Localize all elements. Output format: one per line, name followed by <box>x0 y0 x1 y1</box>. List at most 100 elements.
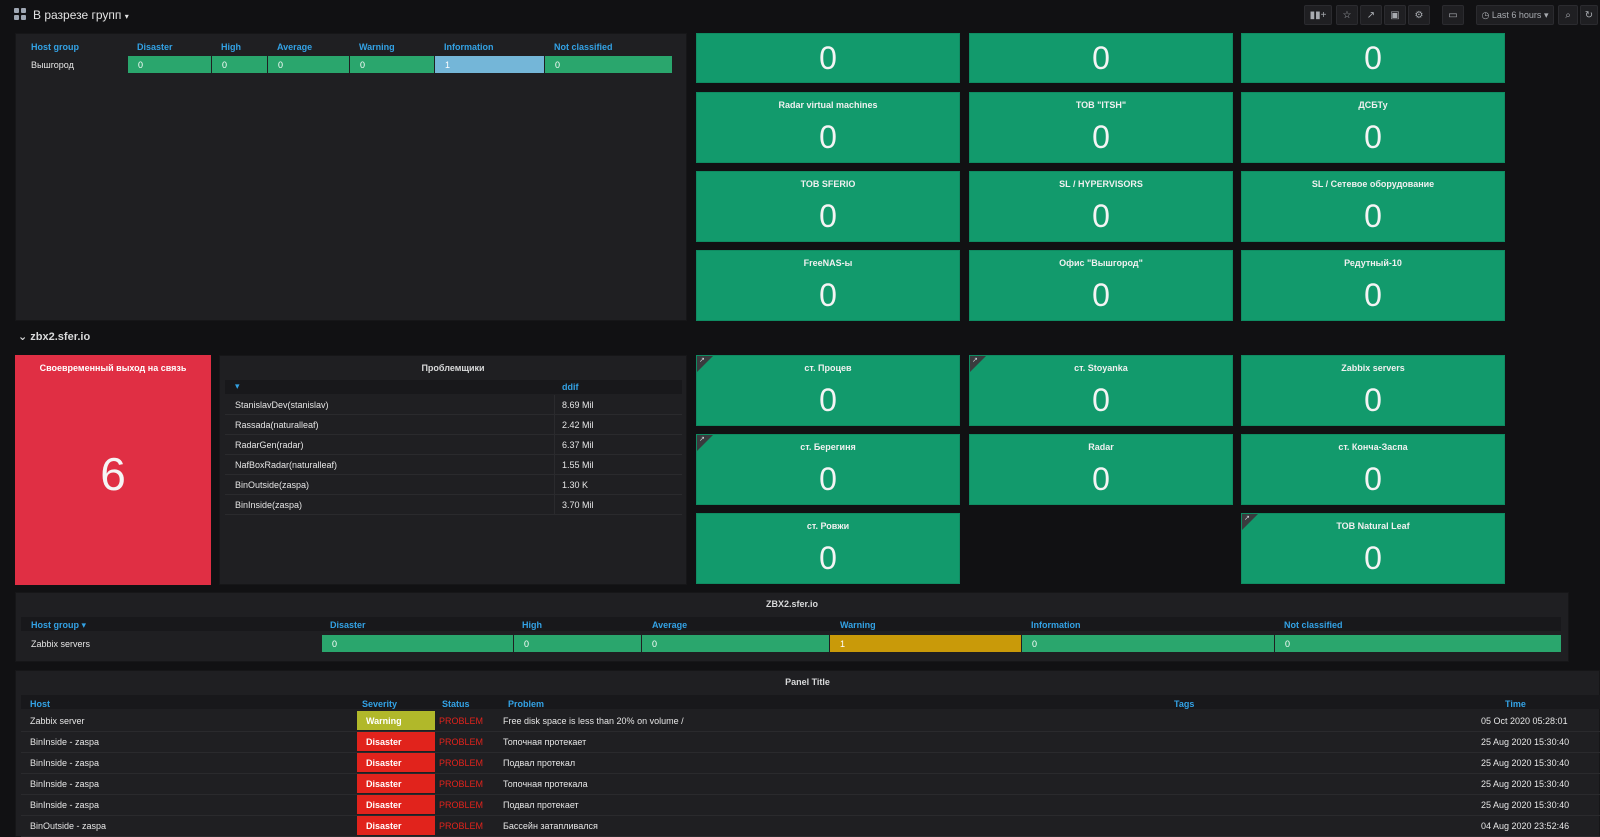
external-link-icon[interactable]: ↗ <box>699 436 705 443</box>
external-link-icon[interactable]: ↗ <box>972 357 978 364</box>
col-disaster[interactable]: Disaster <box>137 42 173 52</box>
col-information[interactable]: Information <box>1031 620 1081 630</box>
stat-panel[interactable]: Radar 0 <box>969 434 1233 505</box>
col-host-group[interactable]: Host group <box>31 42 79 52</box>
col-high[interactable]: High <box>522 620 542 630</box>
dashboard-title[interactable]: В разрезе групп ▾ <box>33 8 129 22</box>
host-cell: BinInside - zaspa <box>30 779 100 789</box>
stat-panel[interactable]: 0 <box>696 33 960 83</box>
table-row[interactable]: BinInside(zaspa) 3.70 Mil <box>225 495 682 515</box>
panel-link-corner[interactable] <box>1242 514 1258 530</box>
problem-row[interactable]: BinInside - zaspa Disaster PROBLEM Подвал п… <box>21 795 1600 816</box>
refresh-icon: ↻ <box>1584 9 1594 21</box>
average-cell[interactable]: 0 <box>642 635 830 652</box>
col-problem[interactable]: Problem <box>508 699 545 709</box>
dashboard-grid-icon[interactable] <box>14 8 26 20</box>
table-row[interactable]: Rassada(naturalleaf) 2.42 Mil <box>225 415 682 435</box>
status-cell: PROBLEM <box>439 821 484 831</box>
stat-panel[interactable]: ДСБТу 0 <box>1241 92 1505 163</box>
severity-badge[interactable]: Disaster <box>357 795 435 814</box>
high-cell[interactable]: 0 <box>514 635 642 652</box>
severity-badge[interactable]: Disaster <box>357 816 435 835</box>
settings-button[interactable]: ⚙ <box>1408 5 1430 25</box>
star-button[interactable]: ☆ <box>1336 5 1358 25</box>
red-stat-panel[interactable]: Своевременный выход на связь 6 <box>15 355 211 585</box>
zoom-out-button[interactable]: ⌕ <box>1558 5 1578 25</box>
severity-badge[interactable]: Disaster <box>357 732 435 751</box>
time-picker-button[interactable]: ◷ Last 6 hours ▾ <box>1476 5 1554 25</box>
stat-panel[interactable]: ст. Ровжи 0 <box>696 513 960 584</box>
panel-link-corner[interactable] <box>970 356 986 372</box>
stat-panel[interactable]: Редутный-10 0 <box>1241 250 1505 321</box>
col-host[interactable]: Host <box>30 699 50 709</box>
sort-caret-icon[interactable]: ▾ <box>235 381 240 391</box>
stat-panel[interactable]: ТОВ SFERIO 0 <box>696 171 960 242</box>
tv-mode-button[interactable]: ▭ <box>1442 5 1464 25</box>
stat-panel[interactable]: Офис "Вышгород" 0 <box>969 250 1233 321</box>
col-average[interactable]: Average <box>652 620 688 630</box>
problem-row[interactable]: BinInside - zaspa Disaster PROBLEM Топочная… <box>21 732 1600 753</box>
stat-panel[interactable]: ↗ ТОВ Natural Leaf 0 <box>1241 513 1505 584</box>
disaster-cell[interactable]: 0 <box>128 56 212 73</box>
col-warning[interactable]: Warning <box>359 42 395 52</box>
ddif-value-cell: 6.37 Mil <box>562 440 594 450</box>
stat-panel[interactable]: 0 <box>1241 33 1505 83</box>
stat-panel[interactable]: ст. Конча-Заспа 0 <box>1241 434 1505 505</box>
stat-panel[interactable]: SL / Сетевое оборудование 0 <box>1241 171 1505 242</box>
save-button[interactable]: ▣ <box>1384 5 1406 25</box>
disaster-cell[interactable]: 0 <box>322 635 514 652</box>
stat-panel[interactable]: SL / HYPERVISORS 0 <box>969 171 1233 242</box>
stat-panel[interactable]: FreeNAS-ы 0 <box>696 250 960 321</box>
information-cell[interactable]: 1 <box>435 56 545 73</box>
problem-row[interactable]: BinOutside - zaspa Disaster PROBLEM Бассейн… <box>21 816 1600 837</box>
col-severity[interactable]: Severity <box>362 699 398 709</box>
table-row[interactable]: BinOutside(zaspa) 1.30 K <box>225 475 682 495</box>
high-cell[interactable]: 0 <box>212 56 268 73</box>
col-not-classified[interactable]: Not classified <box>554 42 613 52</box>
not-classified-cell[interactable]: 0 <box>1275 635 1562 652</box>
col-time[interactable]: Time <box>1505 699 1526 709</box>
stat-panel[interactable]: 0 <box>969 33 1233 83</box>
table-row[interactable]: NafBoxRadar(naturalleaf) 1.55 Mil <box>225 455 682 475</box>
add-panel-button[interactable]: ▮▮+ <box>1304 5 1332 25</box>
col-information[interactable]: Information <box>444 42 494 52</box>
share-button[interactable]: ↗ <box>1360 5 1382 25</box>
external-link-icon[interactable]: ↗ <box>699 357 705 364</box>
refresh-button[interactable]: ↻ <box>1580 5 1598 25</box>
col-warning[interactable]: Warning <box>840 620 876 630</box>
warning-cell[interactable]: 1 <box>830 635 1022 652</box>
not-classified-cell[interactable]: 0 <box>545 56 673 73</box>
severity-badge[interactable]: Warning <box>357 711 435 730</box>
average-cell[interactable]: 0 <box>268 56 350 73</box>
col-not-classified[interactable]: Not classified <box>1284 620 1343 630</box>
col-status[interactable]: Status <box>442 699 470 709</box>
problem-row[interactable]: Zabbix server Warning PROBLEM Free disk spa… <box>21 711 1600 732</box>
col-high[interactable]: High <box>221 42 241 52</box>
col-disaster[interactable]: Disaster <box>330 620 366 630</box>
external-link-icon[interactable]: ↗ <box>1244 515 1250 522</box>
problem-row[interactable]: BinInside - zaspa Disaster PROBLEM Топочная… <box>21 774 1600 795</box>
severity-badge[interactable]: Disaster <box>357 753 435 772</box>
stat-panel[interactable]: ТОВ "ITSH" 0 <box>969 92 1233 163</box>
problem-row[interactable]: BinInside - zaspa Disaster PROBLEM Подвал п… <box>21 753 1600 774</box>
row-header-zbx2[interactable]: ⌄ zbx2.sfer.io <box>18 330 90 343</box>
stat-panel[interactable]: ↗ ст. Процев 0 <box>696 355 960 426</box>
table-row[interactable]: RadarGen(radar) 6.37 Mil <box>225 435 682 455</box>
stat-title: Radar <box>1088 442 1114 452</box>
severity-badge[interactable]: Disaster <box>357 774 435 793</box>
zbx2-panel-title: ZBX2.sfer.io <box>765 599 819 609</box>
stat-panel[interactable]: Zabbix servers 0 <box>1241 355 1505 426</box>
warning-cell[interactable]: 0 <box>350 56 435 73</box>
stat-panel[interactable]: Radar virtual machines 0 <box>696 92 960 163</box>
panel-link-corner[interactable] <box>697 356 713 372</box>
table-row[interactable]: StanislavDev(stanislav) 8.69 Mil <box>225 395 682 415</box>
col-ddif[interactable]: ddif <box>562 382 579 392</box>
col-average[interactable]: Average <box>277 42 313 52</box>
col-tags[interactable]: Tags <box>1174 699 1195 709</box>
stat-panel[interactable]: ↗ ст. Берегиня 0 <box>696 434 960 505</box>
col-host-group[interactable]: Host group ▾ <box>31 620 87 630</box>
stat-panel[interactable]: ↗ ст. Stoyanka 0 <box>969 355 1233 426</box>
panel-link-corner[interactable] <box>697 435 713 451</box>
information-cell[interactable]: 0 <box>1022 635 1275 652</box>
stat-value: 0 <box>819 540 837 576</box>
